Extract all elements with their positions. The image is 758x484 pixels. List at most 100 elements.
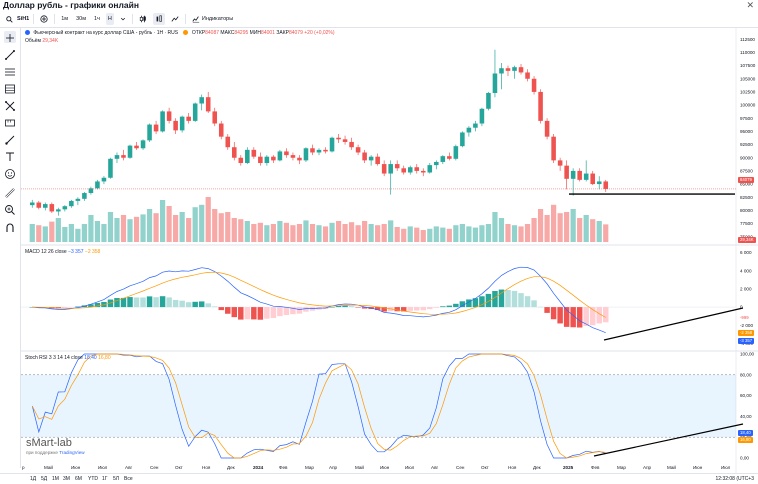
- zoom-in-icon[interactable]: [4, 203, 16, 215]
- indicators-button[interactable]: Индикаторы: [190, 13, 235, 25]
- candle-body: [199, 97, 204, 104]
- candle-body: [447, 156, 452, 159]
- macd-histogram-bar: [303, 307, 309, 312]
- range-1y[interactable]: 1Г: [102, 476, 108, 482]
- candle: [355, 144, 361, 156]
- candle: [375, 153, 380, 166]
- range-1m[interactable]: 1М: [52, 476, 59, 482]
- volume-legend: Объём 29,34K: [25, 38, 58, 45]
- volume-bar: [596, 221, 602, 242]
- candle-body: [486, 92, 491, 109]
- candle-body: [264, 156, 270, 164]
- brush-icon[interactable]: [4, 133, 16, 145]
- volume-bar: [277, 221, 283, 242]
- ruler-icon[interactable]: [4, 186, 16, 198]
- time-axis-label: Фев: [279, 465, 288, 470]
- candle-body: [127, 145, 133, 158]
- candle-body: [160, 111, 165, 132]
- candle: [388, 160, 393, 195]
- range-3m[interactable]: 3М: [63, 476, 70, 482]
- fib-channel-icon[interactable]: [4, 82, 16, 94]
- add-symbol-icon[interactable]: [38, 13, 50, 25]
- interval-dropdown-icon[interactable]: [118, 13, 128, 25]
- candle: [447, 152, 452, 161]
- candle: [264, 155, 270, 166]
- line-chart-type-icon[interactable]: [169, 13, 181, 25]
- volume-bar: [186, 218, 192, 242]
- volume-bar: [498, 218, 505, 242]
- candle: [303, 147, 309, 162]
- candle: [329, 136, 335, 153]
- symbol-name[interactable]: SiH1: [17, 16, 30, 22]
- volume-bar: [42, 226, 48, 242]
- interval-1h[interactable]: 1ч: [93, 16, 100, 22]
- volume-bar: [159, 200, 166, 242]
- candle: [577, 168, 582, 182]
- bar-chart-type-icon[interactable]: [137, 13, 149, 25]
- range-ytd[interactable]: YTD: [88, 476, 98, 482]
- volume-bar: [218, 213, 224, 242]
- volume-bar: [459, 224, 465, 242]
- price-chart[interactable]: 112500 110000 107500 105000 102500 100000 9750…: [21, 28, 758, 473]
- interval-1m[interactable]: 1м: [61, 16, 69, 22]
- time-axis-label: Сен: [456, 465, 465, 470]
- range-1d[interactable]: 1Д: [30, 476, 37, 482]
- volume-bar: [557, 213, 563, 242]
- macd-axis-label: 6 000: [740, 250, 752, 255]
- range-5d[interactable]: 5Д: [41, 476, 48, 482]
- candle: [121, 149, 126, 161]
- magnet-icon[interactable]: [4, 221, 16, 233]
- candle: [192, 102, 198, 122]
- candle-body: [590, 173, 595, 185]
- candle-body: [368, 156, 374, 161]
- candle-body: [407, 167, 413, 173]
- crosshair-icon[interactable]: [4, 31, 16, 43]
- candle: [179, 115, 185, 133]
- search-icon[interactable]: [4, 13, 15, 25]
- candle: [173, 118, 178, 135]
- volume-bar: [133, 216, 140, 242]
- range-all[interactable]: Все: [124, 476, 133, 482]
- emoji-icon[interactable]: [4, 167, 16, 179]
- candle-body: [290, 155, 296, 158]
- candle: [205, 91, 211, 113]
- macd-histogram-bar: [492, 291, 498, 308]
- range-5y[interactable]: 5Л: [113, 476, 120, 482]
- measure-icon[interactable]: [4, 116, 16, 128]
- time-axis-label: Июн: [693, 465, 703, 470]
- trend-line-icon[interactable]: [4, 48, 16, 60]
- macd-histogram-bar: [511, 290, 518, 308]
- candle-body: [43, 204, 48, 208]
- candles-chart-type-icon[interactable]: [152, 13, 165, 25]
- candle-body: [603, 181, 609, 189]
- toolbar-divider: [131, 14, 133, 24]
- range-6m[interactable]: 6М: [75, 476, 82, 482]
- volume-bar: [414, 227, 420, 242]
- candle-body: [186, 116, 191, 121]
- text-tool-icon[interactable]: [4, 150, 16, 162]
- provider-link[interactable]: TradingView: [59, 450, 85, 455]
- time-axis-label: Сен: [150, 465, 159, 470]
- candle: [251, 147, 257, 159]
- candle: [434, 160, 439, 170]
- candle-body: [277, 151, 283, 161]
- interval-weekly[interactable]: Н: [105, 13, 114, 25]
- macd-histogram-bar: [264, 307, 270, 319]
- volume-bar: [505, 224, 511, 242]
- close-icon[interactable]: ✕: [746, 0, 754, 10]
- interval-30m[interactable]: 30м: [76, 16, 86, 22]
- pattern-icon[interactable]: [4, 99, 16, 111]
- volume-bar: [537, 209, 544, 242]
- candle-body: [434, 161, 439, 166]
- volume-bar: [544, 215, 550, 242]
- price-axis-label: 87500: [740, 169, 753, 174]
- horizontal-lines-icon[interactable]: [4, 65, 16, 77]
- candle-body: [297, 157, 302, 161]
- volume-bar: [381, 224, 387, 242]
- candle: [466, 126, 472, 137]
- candle: [381, 160, 387, 177]
- time-axis-label: Июн: [71, 465, 81, 470]
- volume-bar: [329, 222, 335, 242]
- candle: [134, 141, 139, 150]
- macd-line: [32, 266, 606, 334]
